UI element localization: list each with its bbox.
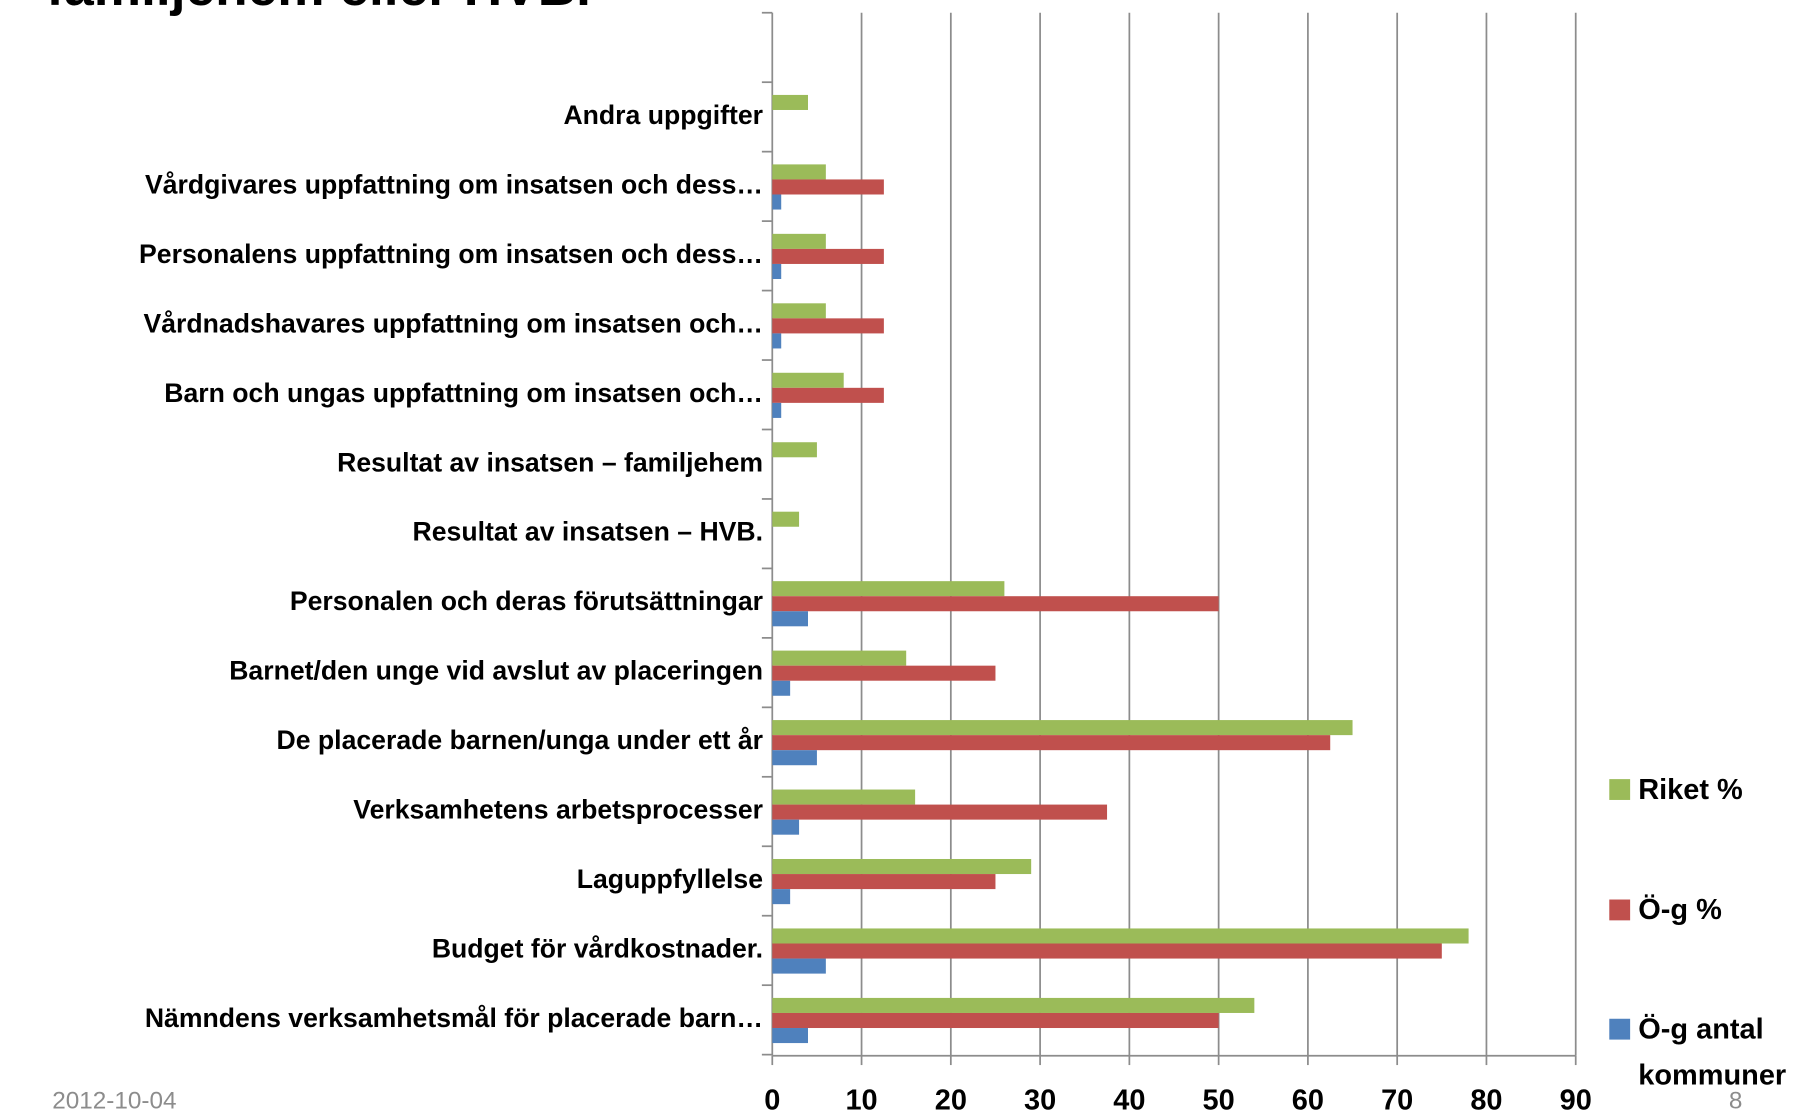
- x-tick-label: 50: [1203, 1085, 1235, 1116]
- bar: [772, 233, 826, 249]
- bar: [772, 735, 1331, 751]
- bar: [772, 680, 791, 696]
- bar: [772, 665, 996, 681]
- bar: [772, 889, 791, 905]
- y-tick-label: Personalens uppfattning om insatsen och …: [139, 239, 763, 269]
- date: 2012-10-04: [52, 1088, 176, 1115]
- legend-swatch: [1609, 1018, 1631, 1040]
- chart-title: familjehem eller HVB.: [46, 0, 591, 17]
- bar: [772, 511, 800, 527]
- bar: [772, 650, 907, 666]
- bar: [772, 804, 1108, 820]
- y-tick-label: Vårdnadshavares uppfattning om insatsen …: [143, 308, 763, 338]
- y-tick-label: Nämndens verksamhetsmål för placerade ba…: [145, 1003, 763, 1033]
- bar: [772, 874, 996, 890]
- x-tick-label: 20: [935, 1085, 967, 1116]
- bar: [772, 318, 884, 334]
- y-tick-label: Resultat av insatsen – HVB.: [413, 517, 763, 547]
- x-tick-label: 80: [1470, 1085, 1502, 1116]
- bar: [772, 263, 782, 279]
- y-tick-label: Vårdgivares uppfattning om insatsen och …: [145, 169, 763, 199]
- y-tick-label: Budget för vårdkostnader.: [432, 933, 763, 963]
- y-tick-label: Barn och ungas uppfattning om insatsen o…: [164, 378, 763, 408]
- bar: [772, 303, 826, 319]
- bar: [772, 958, 826, 974]
- bar: [772, 789, 916, 805]
- x-tick-label: 30: [1024, 1085, 1056, 1116]
- legend-label: Riket %: [1638, 773, 1743, 806]
- bar: [772, 1012, 1219, 1029]
- bar: [772, 333, 782, 349]
- legend-item: Ö-g antal kommuner: [1638, 1012, 1787, 1092]
- legend-label: Ö-g %: [1638, 893, 1722, 927]
- bar: [772, 372, 844, 388]
- bar: [772, 402, 782, 418]
- x-tick-label: 90: [1560, 1085, 1592, 1116]
- legend-item: Ö-g %: [1638, 893, 1722, 927]
- bar: [772, 442, 817, 458]
- legend-swatch: [1609, 779, 1631, 800]
- bar: [772, 596, 1219, 612]
- bar: [772, 194, 782, 210]
- legend-item: Riket %: [1638, 773, 1743, 806]
- bar: [772, 943, 1442, 959]
- bar: [772, 997, 1255, 1013]
- bar: [772, 179, 884, 195]
- x-tick-label: 70: [1381, 1085, 1413, 1116]
- x-tick-label: 60: [1292, 1085, 1324, 1116]
- y-tick-label: De placerade barnen/unga under ett år: [277, 725, 764, 755]
- x-tick-label: 40: [1113, 1085, 1145, 1116]
- bar: [772, 94, 808, 110]
- page-number: 8: [1729, 1088, 1743, 1115]
- y-tick-label: Resultat av insatsen – familjehem: [337, 447, 763, 477]
- bar: [772, 387, 884, 403]
- bar: [772, 720, 1353, 736]
- legend-label: Ö-g antal kommuner: [1638, 1012, 1787, 1092]
- bar: [772, 750, 817, 766]
- y-tick-label: Barnet/den unge vid avslut av placeringe…: [229, 656, 763, 686]
- y-tick-label: Personalen och deras förutsättningar: [290, 586, 763, 616]
- bar: [772, 581, 1005, 597]
- bar: [772, 611, 808, 627]
- x-tick-label: 10: [845, 1085, 877, 1116]
- bar: [772, 858, 1032, 875]
- x-tick-label: 0: [764, 1085, 780, 1116]
- bar: [772, 164, 826, 180]
- bar: [772, 928, 1469, 944]
- bar: [772, 1028, 808, 1044]
- y-tick-label: Verksamhetens arbetsprocesser: [353, 795, 763, 825]
- y-tick-label: Laguppfyllelse: [577, 864, 763, 894]
- bar: [772, 248, 884, 264]
- bar: [772, 819, 800, 835]
- y-tick-label: Andra uppgifter: [563, 100, 763, 130]
- legend-swatch: [1609, 899, 1631, 921]
